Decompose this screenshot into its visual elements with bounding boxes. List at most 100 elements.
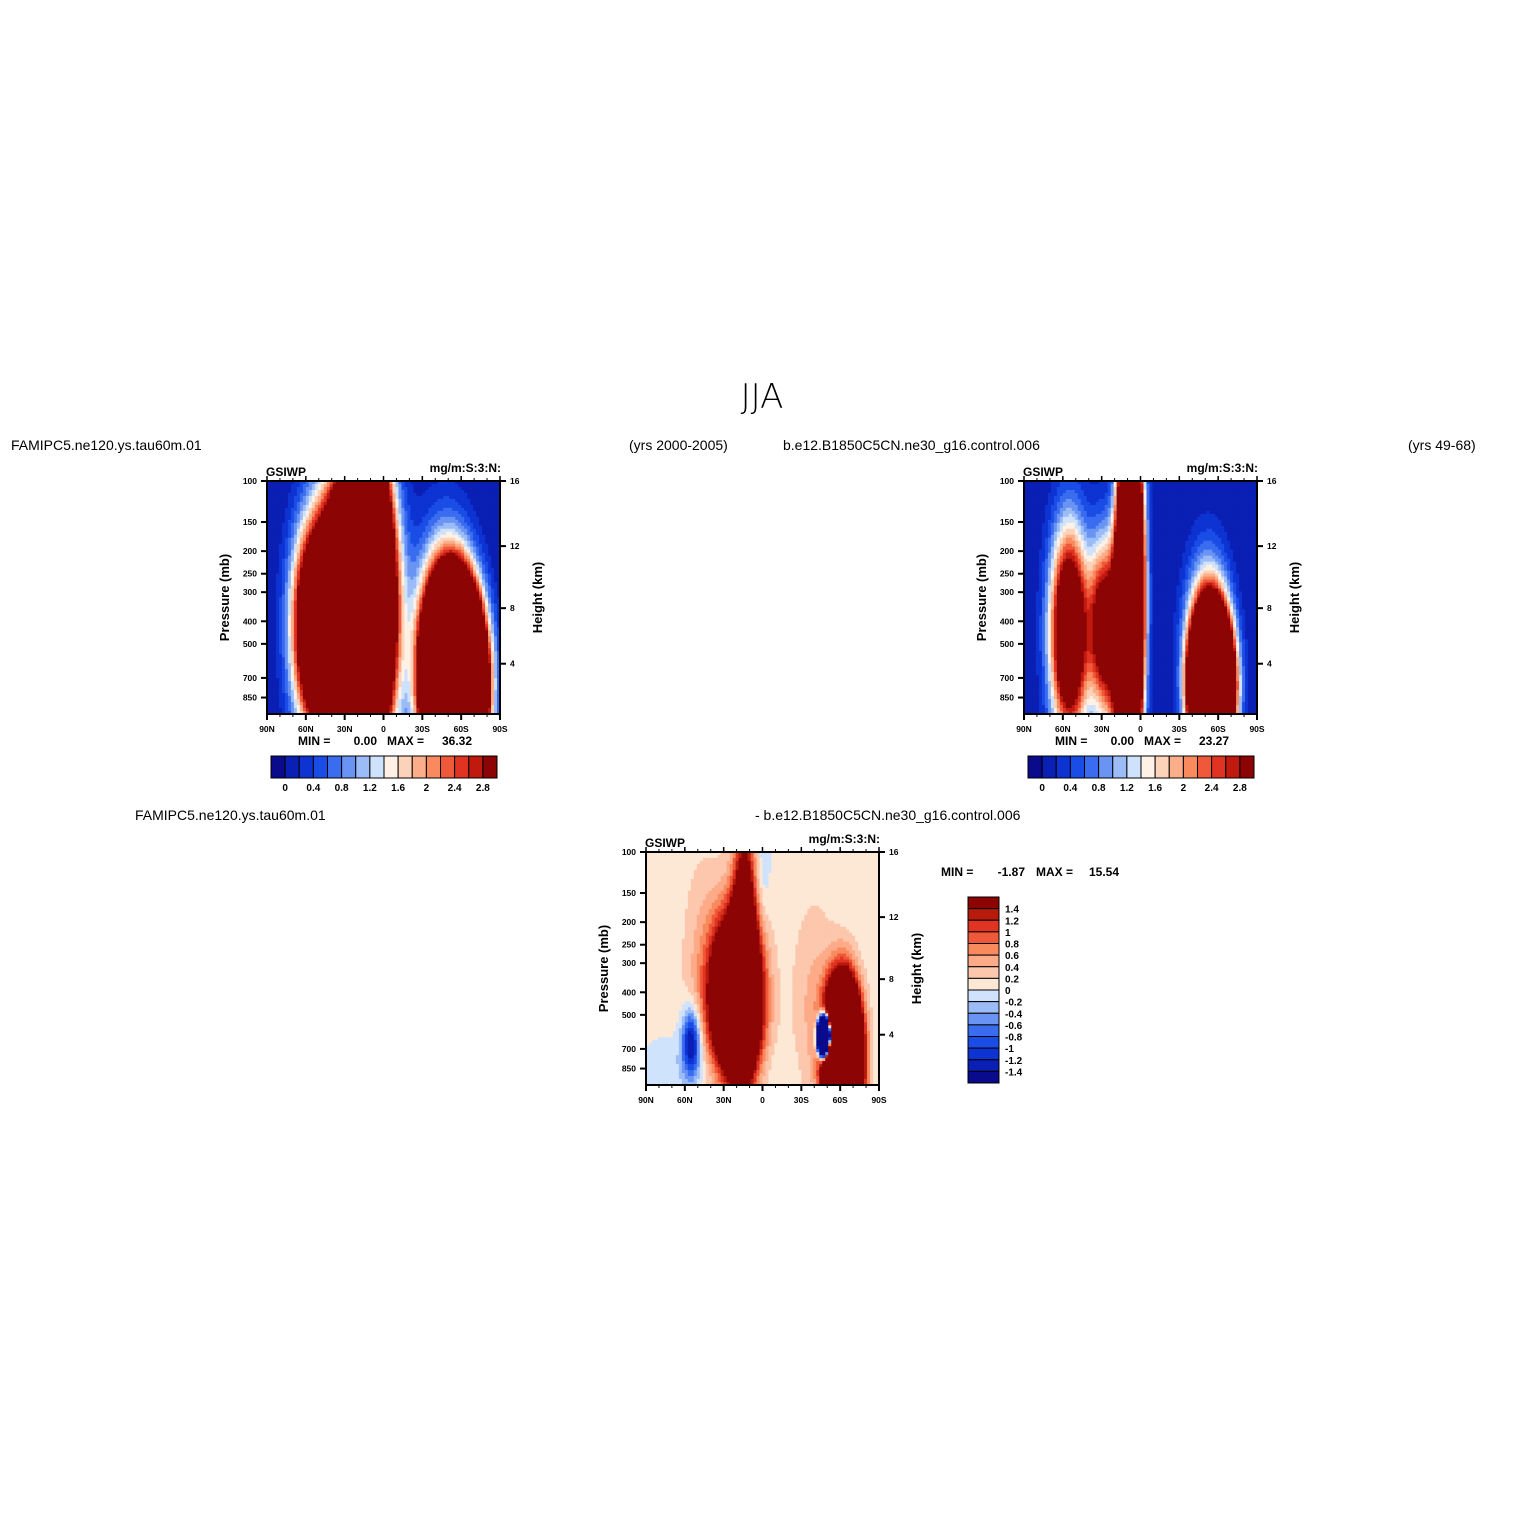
field-cell [440, 579, 444, 584]
field-cell [431, 549, 435, 554]
field-cell [299, 498, 304, 503]
field-cell [302, 588, 307, 593]
field-cell [347, 561, 352, 566]
field-cell [362, 516, 367, 521]
field-cell [479, 549, 483, 554]
field-cell [344, 546, 349, 551]
field-cell [476, 540, 480, 545]
field-cell [488, 540, 492, 545]
field-cell [332, 525, 337, 530]
field-cell [428, 481, 432, 485]
field-cell [497, 498, 501, 503]
field-cell [347, 576, 352, 581]
field-cell [356, 510, 361, 515]
field-cell [422, 564, 426, 569]
field-cell [302, 483, 307, 488]
field-cell [344, 576, 349, 581]
field-cell [398, 534, 403, 539]
field-cell [401, 567, 406, 572]
field-cell [317, 555, 322, 560]
field-cell [365, 504, 370, 509]
field-cell [275, 561, 280, 566]
field-cell [479, 481, 483, 485]
field-cell [392, 513, 397, 518]
field-cell [353, 519, 358, 524]
field-cell [267, 561, 271, 566]
field-cell [434, 549, 438, 554]
field-cell [434, 579, 438, 584]
field-cell [458, 579, 462, 584]
field-cell [278, 501, 283, 506]
field-cell [440, 543, 444, 548]
field-cell [311, 516, 316, 521]
field-cell [314, 570, 319, 575]
field-cell [404, 585, 408, 590]
field-cell [395, 540, 400, 545]
field-cell [287, 552, 292, 557]
field-cell [347, 486, 352, 491]
field-cell [398, 549, 403, 554]
field-cell [437, 582, 441, 587]
field-cell [350, 558, 355, 563]
field-cell [344, 540, 349, 545]
field-cell [326, 576, 331, 581]
field-cell [350, 567, 355, 572]
field-cell [281, 510, 286, 515]
field-cell [362, 564, 367, 569]
field-cell [455, 525, 459, 530]
field-cell [311, 540, 316, 545]
field-cell [443, 570, 447, 575]
field-cell [473, 525, 477, 530]
field-cell [479, 513, 483, 518]
field-cell [428, 567, 432, 572]
field-cell [371, 531, 376, 536]
field-cell [419, 516, 423, 521]
field-cell [317, 561, 322, 566]
field-cell [494, 528, 498, 533]
field-cell [287, 513, 292, 518]
field-cell [482, 510, 486, 515]
field-cell [344, 543, 349, 548]
field-cell [497, 564, 501, 569]
field-cell [431, 495, 435, 500]
field-cell [362, 579, 367, 584]
field-cell [335, 507, 340, 512]
field-cell [461, 582, 465, 587]
field-cell [383, 519, 388, 524]
field-cell [386, 543, 391, 548]
field-cell [335, 513, 340, 518]
field-cell [371, 522, 376, 527]
field-cell [380, 567, 385, 572]
field-cell [320, 549, 325, 554]
field-cell [425, 570, 429, 575]
field-cell [404, 519, 408, 524]
field-cell [392, 543, 397, 548]
field-cell [452, 510, 456, 515]
field-cell [287, 534, 292, 539]
field-cell [452, 519, 456, 524]
field-cell [347, 546, 352, 551]
field-cell [440, 510, 444, 515]
field-cell [431, 567, 435, 572]
field-cell [314, 540, 319, 545]
field-cell [281, 495, 286, 500]
field-cell [380, 564, 385, 569]
field-cell [338, 528, 343, 533]
field-cell [341, 522, 346, 527]
field-cell [290, 507, 295, 512]
field-cell [275, 555, 280, 560]
field-cell [386, 510, 391, 515]
field-cell [344, 534, 349, 539]
field-cell [431, 576, 435, 581]
field-cell [434, 540, 438, 545]
field-cell [398, 483, 403, 488]
field-cell [401, 513, 406, 518]
field-cell [281, 543, 286, 548]
field-cell [305, 519, 310, 524]
field-cell [290, 522, 295, 527]
field-cell [491, 585, 495, 590]
field-cell [488, 519, 492, 524]
field-cell [299, 528, 304, 533]
field-cell [293, 519, 298, 524]
field-cell [305, 525, 310, 530]
